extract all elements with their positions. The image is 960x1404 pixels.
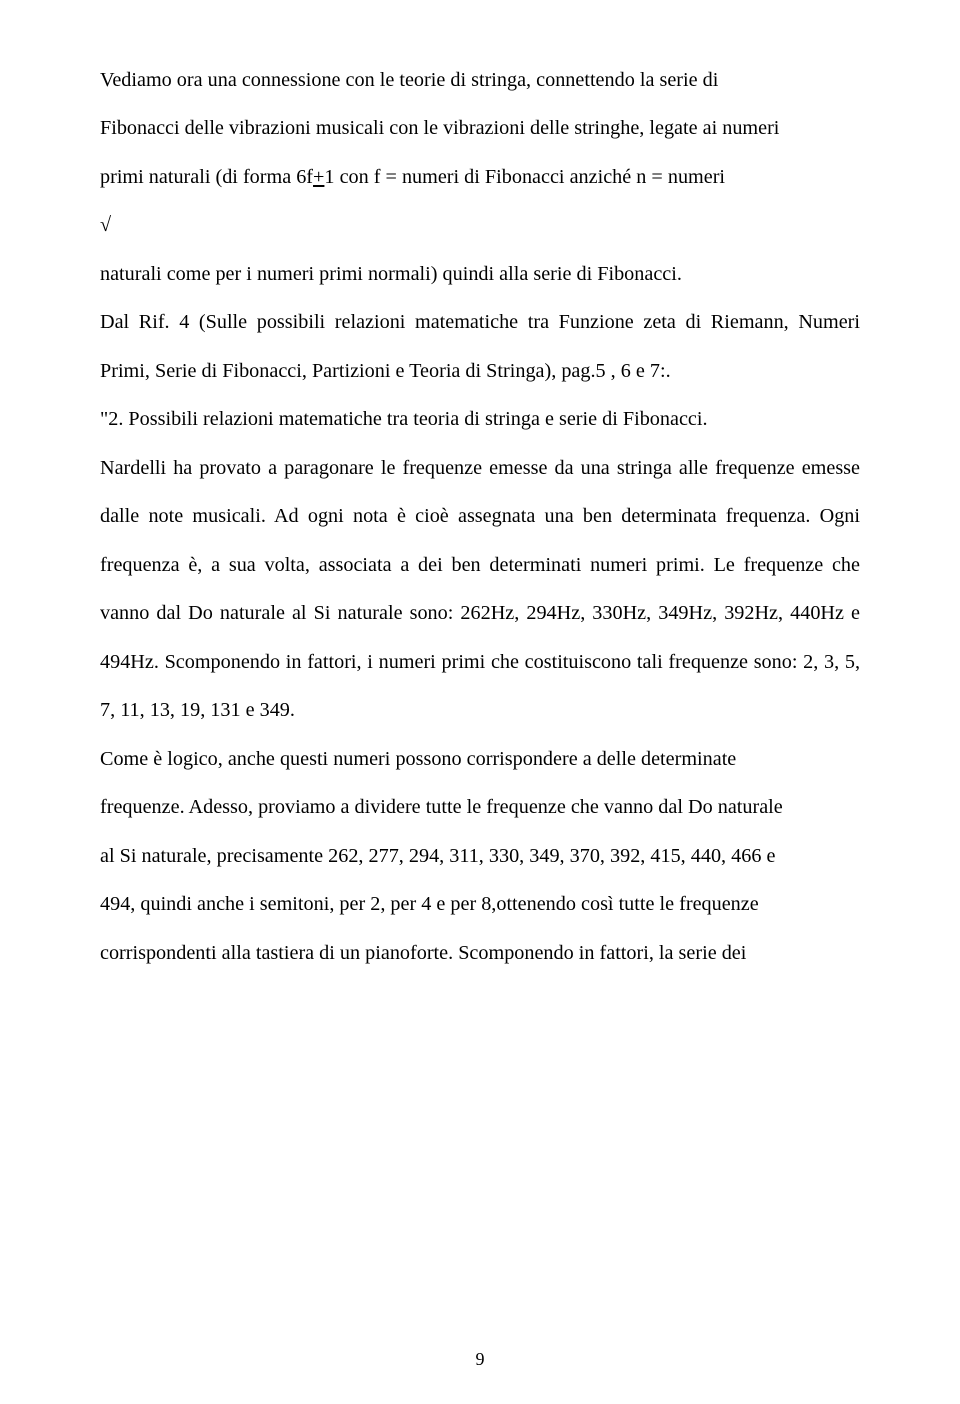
body-text: Dal Rif. 4 (Sulle possibili relazioni ma… (100, 311, 860, 381)
paragraph: al Si naturale, precisamente 262, 277, 2… (100, 832, 860, 880)
paragraph: Dal Rif. 4 (Sulle possibili relazioni ma… (100, 298, 860, 395)
body-text: frequenze. Adesso, proviamo a dividere t… (100, 796, 783, 818)
body-text: "2. Possibili relazioni matematiche tra … (100, 408, 708, 430)
body-text: naturali come per i numeri primi normali… (100, 263, 682, 285)
body-text: 1 con f = numeri di Fibonacci anziché n … (324, 166, 725, 188)
plus-minus-symbol: + (313, 166, 324, 188)
paragraph: Fibonacci delle vibrazioni musicali con … (100, 104, 860, 152)
body-text: Vediamo ora una connessione con le teori… (100, 69, 718, 91)
paragraph: frequenze. Adesso, proviamo a dividere t… (100, 783, 860, 831)
body-text: corrispondenti alla tastiera di un piano… (100, 942, 746, 964)
paragraph: Come è logico, anche questi numeri posso… (100, 735, 860, 783)
body-text: Nardelli ha provato a paragonare le freq… (100, 457, 860, 721)
body-text: primi naturali (di forma 6f (100, 166, 313, 188)
paragraph: 494, quindi anche i semitoni, per 2, per… (100, 880, 860, 928)
paragraph: "2. Possibili relazioni matematiche tra … (100, 395, 860, 443)
body-text: al Si naturale, precisamente 262, 277, 2… (100, 845, 775, 867)
sqrt-line: √ (100, 201, 860, 249)
body-text: 494, quindi anche i semitoni, per 2, per… (100, 893, 759, 915)
paragraph: corrispondenti alla tastiera di un piano… (100, 929, 860, 977)
paragraph: Vediamo ora una connessione con le teori… (100, 56, 860, 104)
body-text: Come è logico, anche questi numeri posso… (100, 748, 736, 770)
body-text: Fibonacci delle vibrazioni musicali con … (100, 117, 779, 139)
paragraph: primi naturali (di forma 6f+1 con f = nu… (100, 153, 860, 201)
page-number: 9 (0, 1350, 960, 1368)
sqrt-symbol: √ (100, 214, 111, 236)
document-page: Vediamo ora una connessione con le teori… (0, 0, 960, 1404)
paragraph: naturali come per i numeri primi normali… (100, 250, 860, 298)
paragraph: Nardelli ha provato a paragonare le freq… (100, 444, 860, 735)
